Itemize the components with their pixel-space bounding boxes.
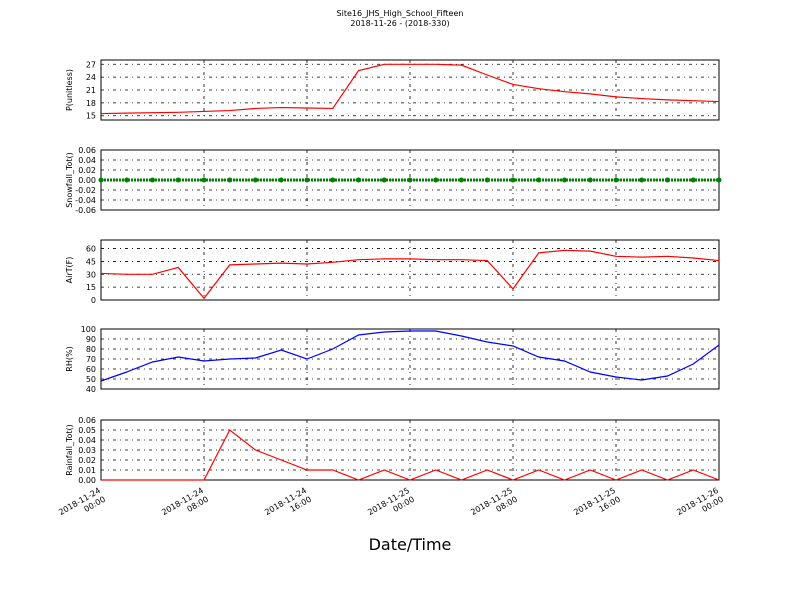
y-tick-label: 45 xyxy=(86,257,96,266)
y-tick-label: 0.06 xyxy=(78,416,96,425)
y-tick-label: 0.00 xyxy=(78,476,96,485)
y-tick-label: 15 xyxy=(86,283,96,292)
y-tick-label: 18 xyxy=(86,99,96,108)
y-tick-label: 100 xyxy=(81,325,96,334)
y-axis-label: Rainfall_Tot() xyxy=(65,424,74,476)
y-tick-label: 80 xyxy=(86,345,96,354)
y-tick-label: -0.02 xyxy=(75,186,96,195)
x-tick-label: 2018-11-2508:00 xyxy=(469,486,519,526)
y-tick-label: 30 xyxy=(86,270,96,279)
data-line xyxy=(100,63,720,115)
plot-frame xyxy=(100,59,720,121)
y-tick-label: 21 xyxy=(86,86,96,95)
y-tick-label: 0.04 xyxy=(78,156,96,165)
x-tick-label: 2018-11-2408:00 xyxy=(160,486,210,526)
plot-frame xyxy=(100,328,720,390)
x-tick-label: 2018-11-2500:00 xyxy=(366,486,416,526)
chart-title: Site16_JHS_High_School_Fifteen xyxy=(337,9,464,18)
chart-subtitle: 2018-11-26 - (2018-330) xyxy=(350,19,449,28)
data-line xyxy=(101,429,720,481)
plot-frame xyxy=(100,239,720,301)
y-tick-label: 70 xyxy=(86,355,96,364)
y-tick-label: 0 xyxy=(91,296,96,305)
y-tick-label: 0.06 xyxy=(78,146,96,155)
x-tick-label: 2018-11-2400:00 xyxy=(57,486,107,526)
y-tick-label: 60 xyxy=(86,365,96,374)
y-tick-label: 60 xyxy=(86,245,96,254)
y-tick-label: 40 xyxy=(86,385,96,394)
y-tick-label: 0.02 xyxy=(78,456,96,465)
y-tick-label: 27 xyxy=(86,60,96,69)
y-axis-label: P(unitless) xyxy=(65,69,74,111)
y-tick-label: 90 xyxy=(86,335,96,344)
y-tick-label: 0.01 xyxy=(78,466,96,475)
y-tick-label: -0.06 xyxy=(75,206,96,215)
x-tick-label: 2018-11-2416:00 xyxy=(263,486,313,526)
y-tick-label: -0.04 xyxy=(75,196,96,205)
y-axis-label: RH(%) xyxy=(65,346,74,371)
data-line xyxy=(100,330,720,382)
y-tick-label: 0.04 xyxy=(78,436,96,445)
x-tick-label: 2018-11-2600:00 xyxy=(675,486,725,526)
y-tick-label: 24 xyxy=(86,73,96,82)
y-tick-label: 0.00 xyxy=(78,176,96,185)
y-tick-label: 0.02 xyxy=(78,166,96,175)
y-tick-label: 15 xyxy=(86,112,96,121)
x-tick-label: 2018-11-2516:00 xyxy=(572,486,622,526)
y-tick-label: 0.03 xyxy=(78,446,96,455)
x-axis-label: Date/Time xyxy=(369,535,452,554)
y-tick-label: 0.05 xyxy=(78,426,96,435)
y-tick-label: 50 xyxy=(86,375,96,384)
y-axis-label: Snowfall_Tot() xyxy=(65,152,74,208)
data-line xyxy=(100,249,720,300)
y-axis-label: AirT(F) xyxy=(65,257,74,284)
